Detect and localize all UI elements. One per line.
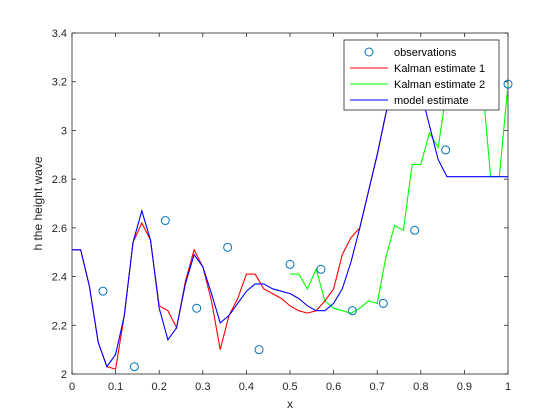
y-tick-label: 2.4 (52, 272, 67, 284)
observation-point (129, 362, 139, 372)
observation-point (347, 306, 357, 316)
x-tick-label: 0.9 (457, 381, 472, 393)
observation-point (223, 242, 233, 252)
y-tick-label: 3.2 (52, 77, 67, 89)
y-axis-label: h the height wave (31, 156, 45, 250)
model-estimate-line (72, 63, 508, 368)
x-axis-label: x (287, 397, 293, 411)
x-tick-label: 0.7 (370, 381, 385, 393)
legend-box (343, 39, 500, 111)
observation-point (410, 225, 420, 235)
legend-label-observations: observations (394, 47, 457, 59)
observation-point (98, 286, 108, 296)
y-tick-label: 2.8 (52, 174, 67, 186)
legend-marker-observations (364, 47, 374, 57)
series-group (72, 57, 513, 372)
x-tick-label: 0.4 (239, 381, 254, 393)
legend-label-kalman2: Kalman estimate 2 (394, 79, 485, 91)
x-ticks: 0 0.1 0.2 0.3 0.4 0.5 0.6 0.7 0.8 0.9 1 (69, 33, 511, 393)
observation-point (316, 264, 326, 274)
x-tick-label: 0.1 (108, 381, 123, 393)
observation-point (192, 303, 202, 313)
observation-point (378, 298, 388, 308)
y-ticks: 2 2.2 2.4 2.6 2.8 3 3.2 3.4 (52, 28, 508, 381)
y-tick-label: 2.2 (52, 320, 67, 332)
x-tick-label: 0.3 (195, 381, 210, 393)
x-tick-label: 0.6 (326, 381, 341, 393)
observation-point (441, 145, 451, 155)
legend-label-kalman1: Kalman estimate 1 (394, 63, 485, 75)
observation-point (503, 79, 513, 89)
x-tick-label: 0.2 (152, 381, 167, 393)
legend-label-model: model estimate (394, 95, 469, 107)
y-tick-label: 2 (61, 369, 67, 381)
x-tick-label: 0.8 (413, 381, 428, 393)
x-tick-label: 0 (69, 381, 75, 393)
observation-point (254, 345, 264, 355)
observation-point (285, 259, 295, 269)
observation-point (160, 216, 170, 226)
x-tick-label: 0.5 (282, 381, 297, 393)
y-tick-label: 3 (61, 125, 67, 137)
x-tick-label: 1 (505, 381, 511, 393)
legend: observations Kalman estimate 1 Kalman esti… (343, 39, 500, 111)
y-tick-label: 3.4 (52, 28, 67, 40)
y-tick-label: 2.6 (52, 223, 67, 235)
